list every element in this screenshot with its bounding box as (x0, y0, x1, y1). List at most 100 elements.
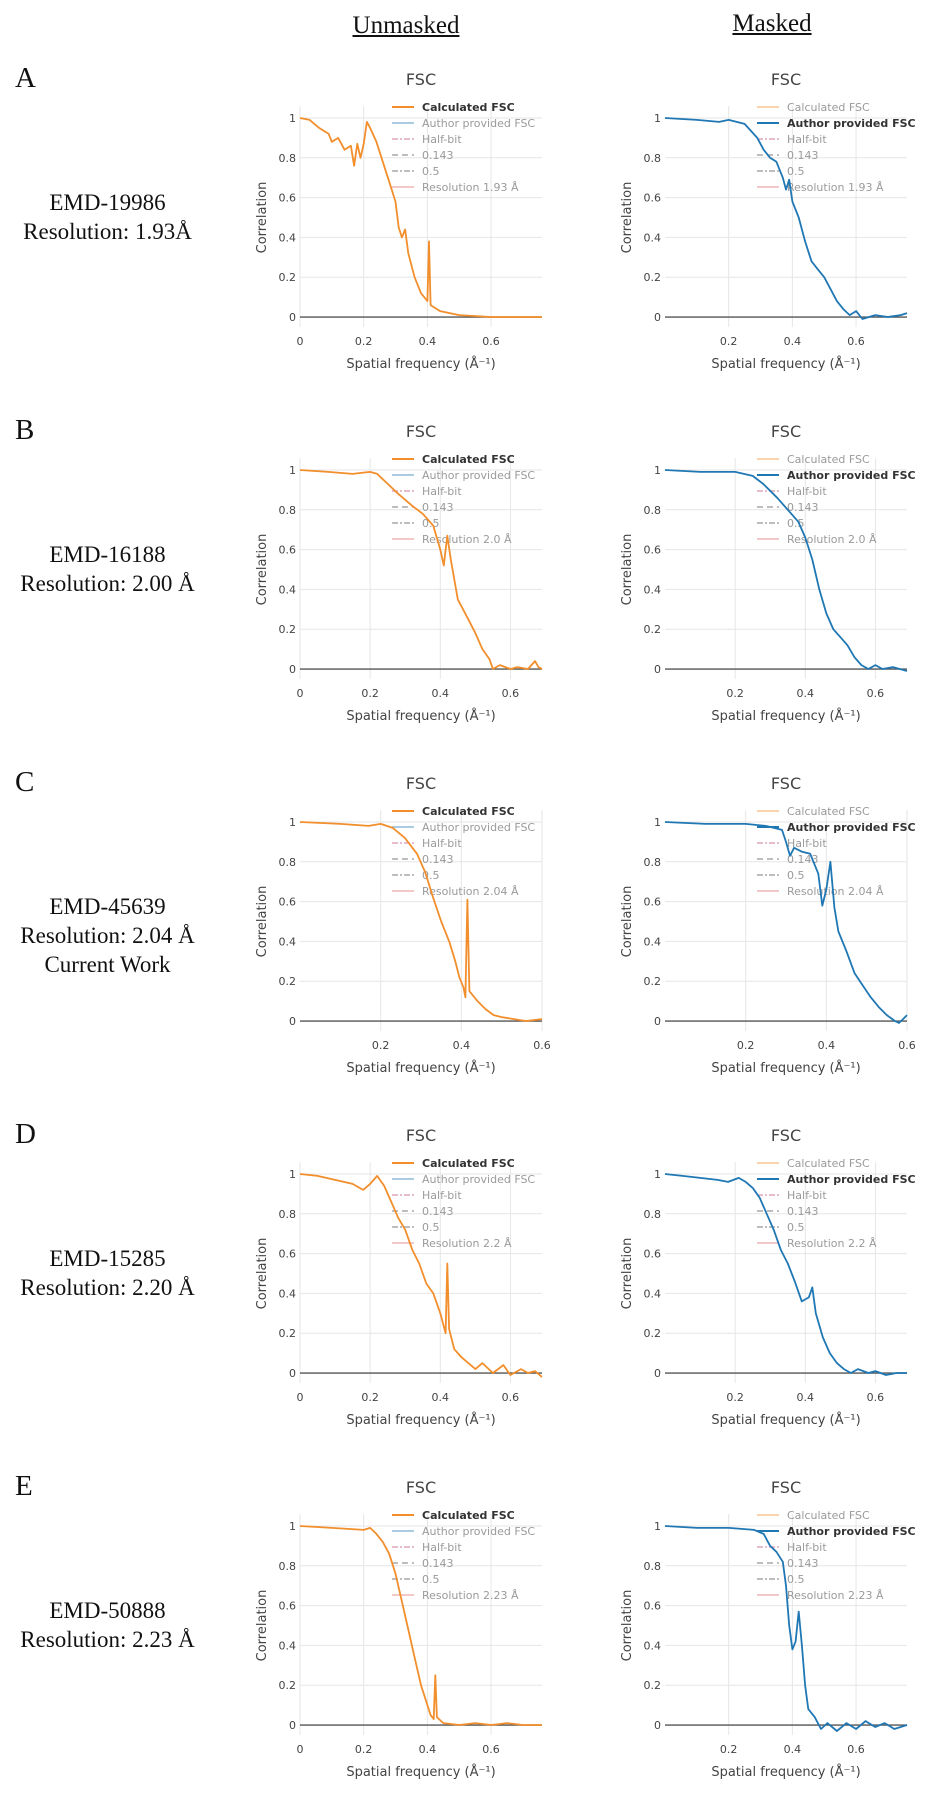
entry-resolution: Resolution: 2.23 Å (20, 1627, 195, 1652)
y-tick-label: 0.4 (644, 935, 662, 948)
legend-item[interactable]: Resolution 2.0 Å (787, 533, 877, 546)
legend-item[interactable]: Half-bit (422, 1541, 462, 1554)
legend-item[interactable]: Half-bit (787, 133, 827, 146)
legend-item[interactable]: Calculated FSC (787, 1157, 870, 1170)
legend-item[interactable]: Resolution 1.93 Å (787, 181, 884, 194)
legend-item[interactable]: 0.5 (787, 869, 805, 882)
legend-item[interactable]: Calculated FSC (422, 805, 515, 818)
legend-item[interactable]: Resolution 2.23 Å (422, 1589, 519, 1602)
legend-item[interactable]: 0.5 (422, 1221, 440, 1234)
legend-item[interactable]: Half-bit (422, 1189, 462, 1202)
x-tick-label: 0.2 (355, 1743, 373, 1756)
legend-item[interactable]: 0.143 (422, 1205, 454, 1218)
legend-item[interactable]: Resolution 2.2 Å (422, 1237, 512, 1250)
y-tick-label: 0 (289, 311, 296, 324)
x-tick-label: 0.6 (847, 335, 865, 348)
y-tick-label: 1 (289, 464, 296, 477)
legend-item[interactable]: Calculated FSC (787, 1509, 870, 1522)
y-tick-label: 0.4 (279, 583, 297, 596)
legend-item[interactable]: Author provided FSC (422, 117, 535, 130)
fsc-curve (299, 1173, 543, 1378)
y-tick-label: 0.4 (644, 1287, 662, 1300)
y-tick-label: 0.2 (279, 1327, 297, 1340)
entry-info: EMD-50888 Resolution: 2.23 Å (0, 1596, 215, 1654)
legend-item[interactable]: 0.143 (422, 853, 454, 866)
legend-item[interactable]: 0.5 (787, 165, 805, 178)
legend-item[interactable]: 0.5 (787, 1573, 805, 1586)
x-tick-label: 0.6 (502, 1391, 520, 1404)
chart-title: FSC (771, 1126, 801, 1145)
panel-letter: B (15, 414, 35, 446)
x-tick-label: 0.2 (726, 687, 744, 700)
legend-item[interactable]: 0.5 (787, 1221, 805, 1234)
fsc-chart-unmasked: FSC 0 0.2 0.4 0.6 0.8 1 0 0.2 0.4 0.6 Spatial frequ… (255, 1126, 543, 1428)
legend-item[interactable]: Resolution 2.0 Å (422, 533, 512, 546)
fsc-chart-masked: FSC 0 0.2 0.4 0.6 0.8 1 0.2 0.4 0.6 Spatial freque… (620, 70, 916, 372)
entry-id: EMD-45639 (49, 893, 166, 919)
y-tick-label: 0.4 (279, 1287, 297, 1300)
legend-item[interactable]: Author provided FSC (787, 117, 916, 130)
legend-item[interactable]: Calculated FSC (787, 805, 870, 818)
legend-item[interactable]: Calculated FSC (422, 1157, 515, 1170)
fsc-curve (299, 1525, 542, 1726)
x-tick-label: 0.4 (797, 687, 815, 700)
legend-item[interactable]: 0.143 (422, 1557, 454, 1570)
x-tick-label: 0 (297, 335, 304, 348)
legend-item[interactable]: Author provided FSC (422, 1173, 535, 1186)
legend-item[interactable]: Resolution 2.04 Å (787, 885, 884, 898)
y-tick-label: 0.6 (644, 1600, 662, 1613)
legend-item[interactable]: 0.5 (422, 165, 440, 178)
x-tick-label: 0.4 (784, 335, 802, 348)
y-axis-label: Correlation (620, 534, 635, 606)
x-tick-label: 0.2 (726, 1391, 744, 1404)
legend-item[interactable]: Half-bit (422, 837, 462, 850)
legend-item[interactable]: 0.143 (787, 149, 819, 162)
legend-item[interactable]: Resolution 2.23 Å (787, 1589, 884, 1602)
legend-item[interactable]: Half-bit (787, 1189, 827, 1202)
x-tick-label: 0.6 (867, 687, 885, 700)
x-tick-label: 0.6 (533, 1039, 551, 1052)
entry-id: EMD-15285 (49, 1246, 166, 1271)
legend-item[interactable]: Calculated FSC (422, 1509, 515, 1522)
legend-item[interactable]: Author provided FSC (787, 1525, 916, 1538)
x-tick-label: 0.4 (432, 687, 450, 700)
legend-item[interactable]: Calculated FSC (422, 101, 515, 114)
legend: Calculated FSC Author provided FSC Half-bi… (757, 453, 916, 546)
legend-item[interactable]: 0.143 (422, 501, 454, 514)
legend-item[interactable]: 0.5 (422, 1573, 440, 1586)
legend: Calculated FSC Author provided FSC Half-bi… (392, 805, 535, 898)
y-tick-label: 0 (654, 1015, 661, 1028)
legend-item[interactable]: Half-bit (422, 133, 462, 146)
x-tick-label: 0.6 (482, 1743, 500, 1756)
legend-item[interactable]: Resolution 1.93 Å (422, 181, 519, 194)
legend-item[interactable]: Author provided FSC (787, 1173, 916, 1186)
header-unmasked: Unmasked (352, 12, 460, 39)
legend-item[interactable]: 0.143 (787, 501, 819, 514)
legend-item[interactable]: Resolution 2.2 Å (787, 1237, 877, 1250)
legend-item[interactable]: Author provided FSC (422, 469, 535, 482)
legend-item[interactable]: Calculated FSC (787, 453, 870, 466)
legend-item[interactable]: 0.143 (787, 1205, 819, 1218)
legend-item[interactable]: Resolution 2.04 Å (422, 885, 519, 898)
legend-item[interactable]: Half-bit (422, 485, 462, 498)
legend: Calculated FSC Author provided FSC Half-bi… (757, 1509, 916, 1602)
x-tick-label: 0 (297, 1743, 304, 1756)
legend-item[interactable]: Half-bit (787, 485, 827, 498)
legend: Calculated FSC Author provided FSC Half-bi… (392, 453, 535, 546)
y-tick-label: 1 (654, 464, 661, 477)
legend-item[interactable]: 0.143 (787, 1557, 819, 1570)
legend-item[interactable]: Calculated FSC (422, 453, 515, 466)
legend-item[interactable]: Author provided FSC (787, 821, 916, 834)
chart-title: FSC (406, 70, 436, 89)
y-tick-label: 1 (289, 112, 296, 125)
legend-item[interactable]: Calculated FSC (787, 101, 870, 114)
legend-item[interactable]: Author provided FSC (422, 821, 535, 834)
legend-item[interactable]: Half-bit (787, 1541, 827, 1554)
y-tick-label: 1 (289, 1520, 296, 1533)
legend-item[interactable]: Author provided FSC (787, 469, 916, 482)
y-tick-label: 0.2 (644, 975, 662, 988)
y-tick-label: 0.6 (279, 1248, 297, 1261)
legend-item[interactable]: Author provided FSC (422, 1525, 535, 1538)
legend-item[interactable]: Half-bit (787, 837, 827, 850)
legend-item[interactable]: 0.143 (422, 149, 454, 162)
